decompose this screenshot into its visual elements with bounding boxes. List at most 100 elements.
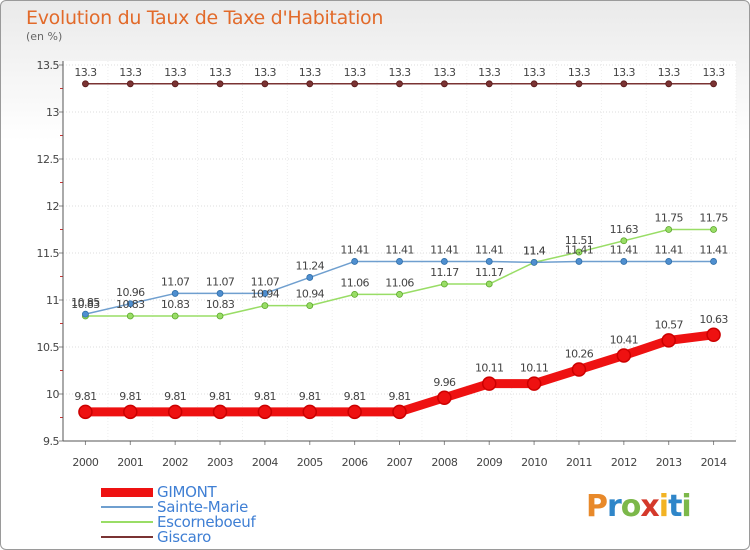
x-tick-label: 2014 — [701, 456, 727, 469]
data-label-giscaro: 13.3 — [344, 66, 367, 79]
data-point-giscaro — [665, 80, 673, 88]
data-point-escorneboeuf — [171, 312, 179, 320]
data-point-giscaro — [710, 80, 717, 88]
data-point-sainte-marie — [665, 258, 673, 265]
data-point-sainte-marie — [126, 300, 134, 308]
data-point-sainte-marie — [710, 258, 717, 265]
data-label-escorneboeuf: 11.17 — [475, 266, 504, 279]
logo-letter: x — [640, 489, 659, 524]
data-label-sainte-marie: 11.41 — [654, 243, 683, 256]
data-point-sainte-marie — [485, 258, 493, 265]
data-point-gimont — [212, 404, 228, 420]
chart-subtitle: (en %) — [26, 30, 63, 43]
data-point-escorneboeuf — [710, 226, 717, 233]
data-label-sainte-marie: 10.85 — [71, 296, 100, 309]
data-label-escorneboeuf: 11.75 — [699, 212, 728, 225]
x-tick-label: 2003 — [207, 456, 233, 469]
data-point-escorneboeuf — [440, 280, 448, 288]
data-label-sainte-marie: 11.41 — [340, 243, 369, 256]
data-label-escorneboeuf: 11.17 — [430, 266, 459, 279]
data-point-sainte-marie — [396, 258, 403, 265]
data-point-gimont — [706, 327, 721, 343]
x-tick-label: 2006 — [342, 456, 368, 469]
x-tick-label: 2001 — [117, 456, 143, 469]
data-label-escorneboeuf: 11.06 — [385, 276, 414, 289]
x-tick-label: 2002 — [162, 456, 188, 469]
data-point-giscaro — [396, 80, 403, 88]
data-point-sainte-marie — [575, 258, 583, 265]
data-label-gimont: 10.57 — [654, 318, 683, 331]
data-label-sainte-marie: 11.41 — [475, 243, 504, 256]
data-point-sainte-marie — [216, 290, 224, 297]
data-label-giscaro: 13.3 — [388, 66, 411, 79]
data-point-giscaro — [171, 80, 179, 88]
legend-swatch — [101, 521, 153, 523]
data-label-gimont: 10.11 — [475, 362, 504, 375]
data-point-escorneboeuf — [261, 302, 269, 310]
data-point-sainte-marie — [306, 274, 314, 281]
legend-label: Giscaro — [157, 528, 211, 546]
y-tick-label: 10.5 — [37, 341, 60, 354]
data-point-gimont — [571, 362, 587, 377]
data-label-sainte-marie: 11.41 — [430, 243, 459, 256]
y-tick-label: 13 — [46, 106, 59, 119]
data-point-gimont — [78, 404, 93, 420]
y-tick-label: 11 — [46, 294, 59, 307]
data-point-gimont — [123, 404, 138, 420]
data-label-escorneboeuf: 10.83 — [116, 298, 145, 311]
x-tick-label: 2000 — [72, 456, 98, 469]
data-label-escorneboeuf: 11.06 — [340, 276, 369, 289]
logo-letter: t — [668, 489, 682, 524]
data-label-sainte-marie: 11.24 — [296, 259, 325, 272]
x-tick-label: 2011 — [566, 456, 592, 469]
x-tick-label: 2009 — [476, 456, 502, 469]
data-label-gimont: 9.81 — [388, 390, 410, 403]
data-label-giscaro: 13.3 — [254, 66, 277, 79]
data-label-giscaro: 13.3 — [613, 66, 636, 79]
data-label-sainte-marie: 11.41 — [385, 243, 414, 256]
data-point-gimont — [526, 376, 542, 391]
data-point-gimont — [392, 404, 407, 420]
data-point-giscaro — [530, 80, 538, 88]
logo-letter: i — [681, 489, 691, 524]
x-tick-label: 2004 — [252, 456, 278, 469]
data-label-giscaro: 13.3 — [523, 66, 546, 79]
data-label-sainte-marie: 10.96 — [116, 286, 145, 299]
x-tick-label: 2012 — [611, 456, 637, 469]
data-label-gimont: 10.63 — [699, 313, 728, 326]
data-label-sainte-marie: 11.41 — [699, 243, 728, 256]
data-label-giscaro: 13.3 — [433, 66, 456, 79]
logo-letter: r — [607, 489, 622, 524]
data-label-escorneboeuf: 10.83 — [71, 298, 100, 311]
legend-swatch — [101, 487, 153, 497]
data-point-sainte-marie — [261, 290, 269, 297]
x-tick-label: 2007 — [387, 456, 413, 469]
data-point-giscaro — [261, 80, 269, 88]
data-point-gimont — [167, 404, 183, 420]
data-point-escorneboeuf — [216, 312, 224, 320]
data-point-gimont — [616, 348, 632, 363]
data-point-gimont — [257, 404, 273, 420]
data-point-gimont — [347, 404, 362, 420]
data-point-gimont — [661, 333, 676, 348]
data-point-gimont — [437, 390, 452, 406]
chart-title: Evolution du Taux de Taxe d'Habitation — [26, 7, 384, 29]
plot-area — [63, 61, 736, 441]
data-point-giscaro — [485, 80, 493, 88]
legend-label: Sainte-Marie — [157, 498, 249, 516]
data-point-sainte-marie — [171, 290, 179, 297]
data-label-giscaro: 13.3 — [299, 66, 322, 79]
data-point-giscaro — [575, 80, 583, 88]
data-label-sainte-marie: 11.07 — [251, 275, 280, 288]
data-point-sainte-marie — [620, 258, 628, 265]
data-point-sainte-marie — [440, 258, 448, 265]
legend-swatch — [101, 506, 153, 508]
data-point-giscaro — [82, 80, 89, 88]
data-point-sainte-marie — [530, 258, 538, 266]
data-label-giscaro: 13.3 — [74, 66, 97, 79]
data-point-giscaro — [216, 80, 224, 88]
data-point-escorneboeuf — [485, 280, 493, 288]
data-point-gimont — [302, 404, 318, 420]
y-tick-label: 12.5 — [37, 153, 60, 166]
data-label-escorneboeuf: 10.94 — [296, 288, 325, 301]
